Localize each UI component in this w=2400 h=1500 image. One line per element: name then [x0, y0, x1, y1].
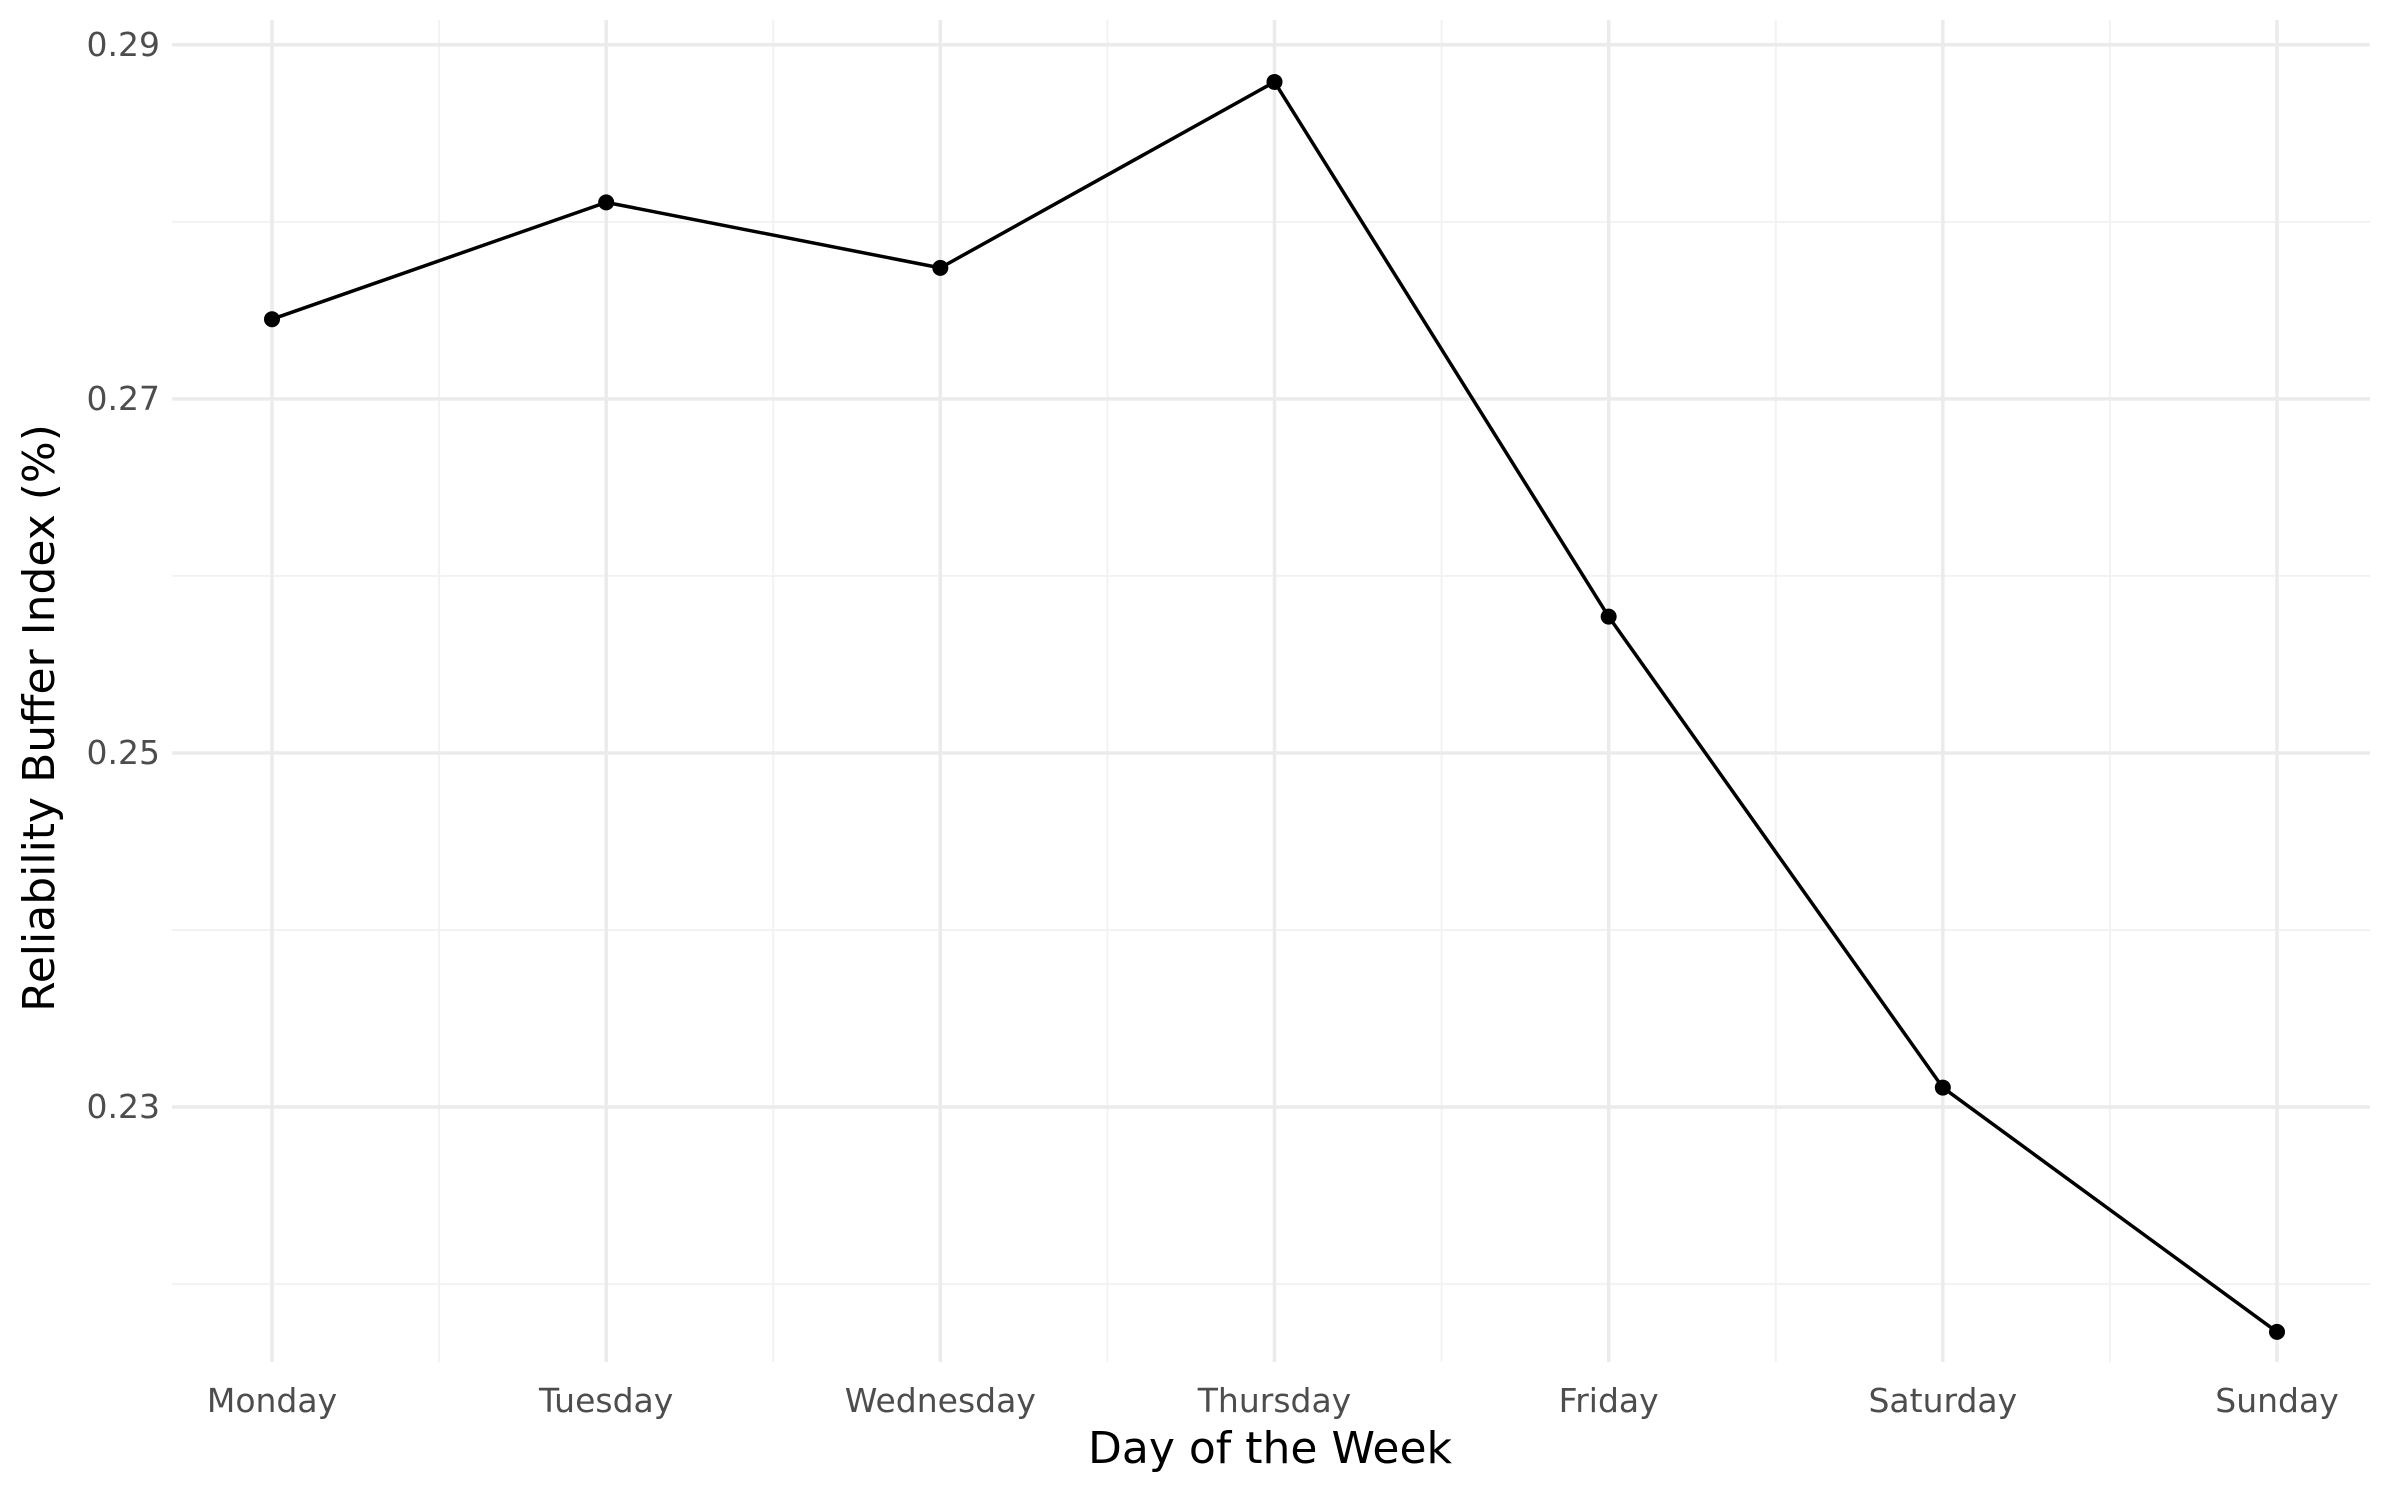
y-tick-label: 0.23 [87, 1087, 160, 1126]
y-axis-ticks: 0.23 0.25 0.27 0.29 [87, 25, 160, 1126]
x-tick-label: Sunday [2215, 1381, 2338, 1420]
y-tick-label: 0.29 [87, 25, 160, 64]
x-tick-label: Wednesday [845, 1381, 1036, 1420]
minor-gridlines [172, 20, 2370, 1362]
x-axis-title: Day of the Week [1088, 1423, 1453, 1474]
data-point [1600, 608, 1617, 625]
x-tick-label: Saturday [1868, 1381, 2017, 1420]
data-point [2269, 1323, 2285, 1340]
y-axis-title: Reliability Buffer Index (%) [14, 424, 65, 1012]
x-tick-label: Tuesday [538, 1381, 673, 1420]
data-point [264, 311, 280, 328]
x-axis-ticks: Monday Tuesday Wednesday Thursday Friday Satu… [207, 1381, 2339, 1420]
y-tick-label: 0.25 [87, 733, 160, 772]
data-point [1266, 73, 1283, 90]
major-gridlines [172, 20, 2370, 1362]
data-point [1934, 1079, 1951, 1096]
data-point [598, 194, 615, 211]
y-tick-label: 0.27 [87, 379, 160, 418]
x-tick-label: Friday [1559, 1381, 1659, 1420]
points-layer [264, 73, 2285, 1340]
x-tick-label: Monday [207, 1381, 337, 1420]
x-tick-label: Thursday [1197, 1381, 1351, 1420]
data-point [932, 259, 949, 276]
